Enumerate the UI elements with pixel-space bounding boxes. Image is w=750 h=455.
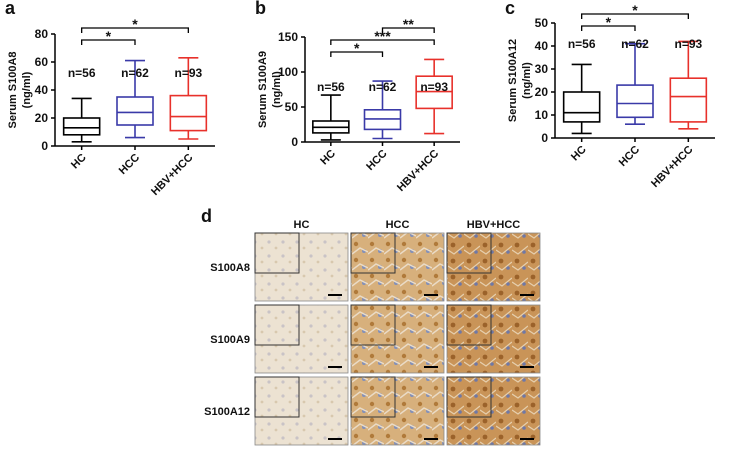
box — [616, 84, 654, 119]
n-label: n=93 — [674, 37, 702, 51]
y-tick-label: 20 — [35, 111, 49, 125]
n-label: n=62 — [369, 80, 397, 94]
y-tick-label: 40 — [35, 83, 49, 97]
significance-bracket — [381, 27, 435, 33]
inset-box — [254, 304, 300, 346]
row-label: S100A9 — [210, 334, 250, 346]
y-axis-label: (ng/ml) — [271, 71, 283, 108]
significance-label: * — [632, 2, 638, 18]
x-tick-label: HCC — [117, 152, 142, 177]
y-tick-label: 60 — [35, 55, 49, 69]
x-tick-label: HBV+HCC — [649, 144, 695, 190]
row-label: S100A12 — [204, 406, 250, 418]
y-tick-label: 0 — [291, 135, 298, 149]
y-tick-label: 20 — [535, 85, 549, 99]
inset-box — [446, 376, 492, 418]
n-label: n=62 — [621, 37, 649, 51]
significance-bracket — [330, 39, 435, 45]
significance-bracket — [330, 51, 384, 57]
y-tick-label: 100 — [278, 65, 298, 79]
inset-box — [254, 376, 300, 418]
x-tick-label: HBV+HCC — [149, 152, 195, 198]
significance-label: *** — [374, 28, 391, 44]
column-header: HCC — [386, 219, 410, 231]
column-header: HC — [294, 219, 310, 231]
y-tick-label: 10 — [535, 108, 549, 122]
y-axis-label: (ng/ml) — [521, 62, 533, 99]
x-tick-label: HC — [69, 152, 89, 172]
significance-bracket — [581, 25, 636, 31]
y-tick-label: 0 — [541, 131, 548, 145]
y-tick-label: 50 — [535, 16, 549, 30]
y-axis-label: Serum S100A12 — [507, 39, 519, 122]
panel-label: b — [255, 0, 266, 18]
significance-label: * — [354, 40, 360, 56]
n-label: n=56 — [317, 80, 345, 94]
inset-box — [254, 232, 300, 274]
panel-label: d — [201, 206, 212, 226]
x-tick-label: HCC — [364, 148, 389, 173]
n-label: n=93 — [174, 66, 202, 80]
inset-box — [350, 304, 396, 346]
y-axis-label: Serum S100A8 — [7, 51, 19, 128]
y-tick-label: 40 — [535, 39, 549, 53]
n-label: n=56 — [568, 37, 596, 51]
inset-box — [350, 376, 396, 418]
x-tick-label: HBV+HCC — [395, 148, 441, 194]
y-tick-label: 30 — [535, 62, 549, 76]
x-tick-label: HCC — [617, 144, 642, 169]
inset-box — [350, 232, 396, 274]
significance-label: * — [132, 16, 138, 32]
significance-label: * — [606, 14, 612, 30]
n-label: n=93 — [420, 80, 448, 94]
box — [62, 117, 101, 136]
y-axis-label: (ng/ml) — [21, 71, 33, 108]
x-tick-label: HC — [569, 144, 589, 164]
panel-label: c — [505, 0, 515, 18]
n-label: n=62 — [121, 66, 149, 80]
row-label: S100A8 — [210, 262, 250, 274]
significance-bracket — [81, 39, 136, 45]
significance-label: ** — [403, 16, 414, 32]
significance-bracket — [581, 13, 689, 19]
panel-label: a — [5, 0, 16, 18]
inset-box — [446, 232, 492, 274]
inset-box — [446, 304, 492, 346]
significance-bracket — [81, 27, 189, 33]
y-tick-label: 80 — [35, 27, 49, 41]
y-tick-label: 50 — [285, 100, 299, 114]
n-label: n=56 — [68, 66, 96, 80]
y-tick-label: 150 — [278, 30, 298, 44]
box — [169, 94, 208, 132]
y-tick-label: 0 — [41, 139, 48, 153]
column-header: HBV+HCC — [467, 219, 521, 231]
y-axis-label: Serum S100A9 — [257, 51, 269, 128]
x-tick-label: HC — [318, 148, 338, 168]
significance-label: * — [106, 28, 112, 44]
box — [669, 77, 708, 123]
box — [562, 91, 601, 123]
box — [116, 96, 154, 126]
